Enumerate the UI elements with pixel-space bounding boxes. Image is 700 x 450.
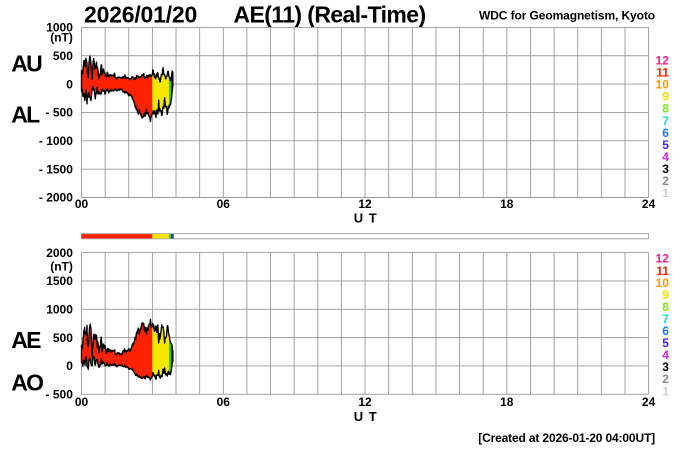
svg-text:U T: U T xyxy=(354,211,377,226)
svg-text:5: 5 xyxy=(662,336,669,350)
svg-text:2: 2 xyxy=(662,174,669,188)
svg-text:AL: AL xyxy=(11,101,40,127)
svg-text:- 500: - 500 xyxy=(46,388,74,402)
svg-text:12: 12 xyxy=(656,54,670,68)
svg-text:18: 18 xyxy=(500,197,514,211)
svg-text:3: 3 xyxy=(662,360,669,374)
svg-text:10: 10 xyxy=(656,78,670,92)
svg-text:6: 6 xyxy=(662,324,669,338)
svg-text:1000: 1000 xyxy=(46,21,73,35)
svg-text:24: 24 xyxy=(642,197,656,211)
svg-text:[Created at 2026-01-20 04:00UT: [Created at 2026-01-20 04:00UT] xyxy=(478,431,655,445)
svg-text:1: 1 xyxy=(662,186,669,200)
svg-text:11: 11 xyxy=(656,66,669,80)
svg-text:10: 10 xyxy=(656,276,670,290)
svg-text:0: 0 xyxy=(66,77,73,91)
svg-text:1: 1 xyxy=(662,384,669,398)
svg-text:- 1500: - 1500 xyxy=(39,162,73,176)
svg-text:06: 06 xyxy=(217,395,231,409)
svg-text:500: 500 xyxy=(53,49,73,63)
svg-text:8: 8 xyxy=(662,102,669,116)
svg-text:12: 12 xyxy=(358,197,372,211)
svg-text:06: 06 xyxy=(217,197,231,211)
svg-text:3: 3 xyxy=(662,162,669,176)
svg-text:24: 24 xyxy=(642,395,656,409)
svg-text:(nT): (nT) xyxy=(50,260,73,274)
svg-text:- 500: - 500 xyxy=(46,106,74,120)
svg-text:2000: 2000 xyxy=(46,246,73,260)
svg-text:AO: AO xyxy=(11,370,43,396)
svg-text:7: 7 xyxy=(662,312,669,326)
svg-text:500: 500 xyxy=(53,331,73,345)
svg-text:1000: 1000 xyxy=(46,302,73,316)
svg-text:AE(11) (Real-Time): AE(11) (Real-Time) xyxy=(234,1,426,27)
svg-text:00: 00 xyxy=(75,197,89,211)
svg-text:4: 4 xyxy=(662,348,669,362)
svg-text:5: 5 xyxy=(662,138,669,152)
svg-text:- 1000: - 1000 xyxy=(39,134,73,148)
svg-text:2: 2 xyxy=(662,372,669,386)
svg-text:7: 7 xyxy=(662,114,669,128)
svg-text:(nT): (nT) xyxy=(50,31,73,45)
svg-text:8: 8 xyxy=(662,300,669,314)
svg-text:00: 00 xyxy=(75,395,89,409)
svg-text:11: 11 xyxy=(656,264,669,278)
svg-text:AU: AU xyxy=(11,51,42,77)
svg-text:- 2000: - 2000 xyxy=(39,191,73,205)
svg-text:18: 18 xyxy=(500,395,514,409)
svg-text:12: 12 xyxy=(656,252,670,266)
svg-text:2026/01/20: 2026/01/20 xyxy=(84,1,197,27)
svg-text:6: 6 xyxy=(662,126,669,140)
svg-text:12: 12 xyxy=(358,395,372,409)
svg-text:9: 9 xyxy=(662,288,669,302)
svg-text:0: 0 xyxy=(66,359,73,373)
svg-text:U T: U T xyxy=(354,409,377,424)
svg-text:WDC for Geomagnetism, Kyoto: WDC for Geomagnetism, Kyoto xyxy=(479,8,655,22)
svg-text:1500: 1500 xyxy=(46,274,73,288)
svg-text:9: 9 xyxy=(662,90,669,104)
svg-text:AE: AE xyxy=(11,327,41,353)
svg-text:4: 4 xyxy=(662,150,669,164)
